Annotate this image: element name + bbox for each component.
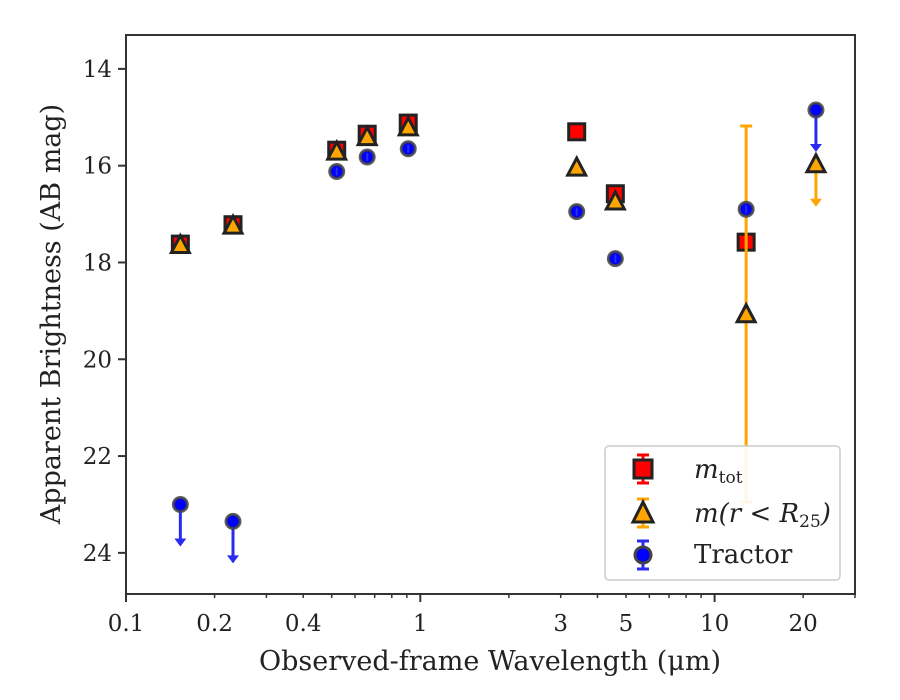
y-tick-label: 24 — [83, 541, 112, 567]
x-axis: 0.1 0.2 0.4 1 3 5 10 20 — [108, 594, 856, 637]
legend-marker-mtot — [632, 453, 654, 485]
data-point — [804, 151, 828, 207]
y-tick-label: 16 — [83, 154, 112, 180]
triangle-marker — [804, 151, 828, 174]
x-tick-label: 1 — [413, 611, 428, 637]
data-point — [224, 512, 242, 564]
data-point — [358, 148, 376, 166]
y-tick-label: 22 — [83, 444, 112, 470]
data-point — [568, 203, 586, 221]
data-point — [168, 232, 192, 255]
series-m-r-r25 — [168, 114, 828, 504]
legend-label-mtot: mtot — [694, 455, 743, 488]
x-axis-label: Observed-frame Wavelength (μm) — [259, 646, 721, 677]
legend-label-tractor: Tractor — [694, 540, 793, 570]
series-tractor — [171, 101, 825, 564]
data-point — [565, 154, 589, 177]
y-tick-label: 20 — [83, 347, 112, 373]
x-tick-label: 20 — [789, 611, 818, 637]
x-tick-label: 0.2 — [196, 611, 233, 637]
data-point — [325, 138, 349, 161]
data-point — [396, 114, 420, 137]
y-axis: 14 16 18 20 22 24 — [83, 57, 126, 567]
upper-limit-arrow — [809, 198, 822, 207]
data-point — [399, 140, 417, 158]
data-point — [567, 122, 587, 142]
data-point — [328, 162, 346, 180]
legend-marker-tractor — [633, 539, 653, 571]
y-tick-label: 18 — [83, 250, 112, 276]
x-tick-label: 10 — [700, 611, 729, 637]
data-point — [221, 212, 245, 235]
y-tick-label: 14 — [83, 57, 112, 83]
circle-marker — [171, 495, 189, 513]
x-tick-label: 0.4 — [285, 611, 322, 637]
x-tick-label: 0.1 — [108, 611, 145, 637]
legend-marker-mr25 — [630, 497, 656, 529]
data-point — [171, 495, 189, 547]
plot-frame — [125, 34, 856, 595]
x-tick-label: 5 — [619, 611, 634, 637]
legend-box — [604, 445, 841, 581]
upper-limit-arrow — [227, 555, 240, 564]
data-point — [603, 188, 627, 211]
data-point — [807, 101, 825, 153]
circle-marker — [807, 101, 825, 119]
chart-marks — [168, 101, 828, 564]
circle-marker — [224, 512, 242, 530]
data-point — [355, 124, 379, 147]
series-m-tot — [170, 113, 756, 254]
upper-limit-arrow — [174, 538, 187, 547]
x-tick-label: 3 — [553, 611, 568, 637]
data-point — [606, 250, 624, 268]
y-axis-label: Apparent Brightness (AB mag) — [36, 104, 67, 525]
data-point — [737, 200, 755, 218]
upper-limit-arrow — [809, 144, 822, 153]
legend: mtot m(r < R25) Tractor — [604, 445, 841, 581]
legend-label-mr25: m(r < R25) — [694, 499, 831, 532]
